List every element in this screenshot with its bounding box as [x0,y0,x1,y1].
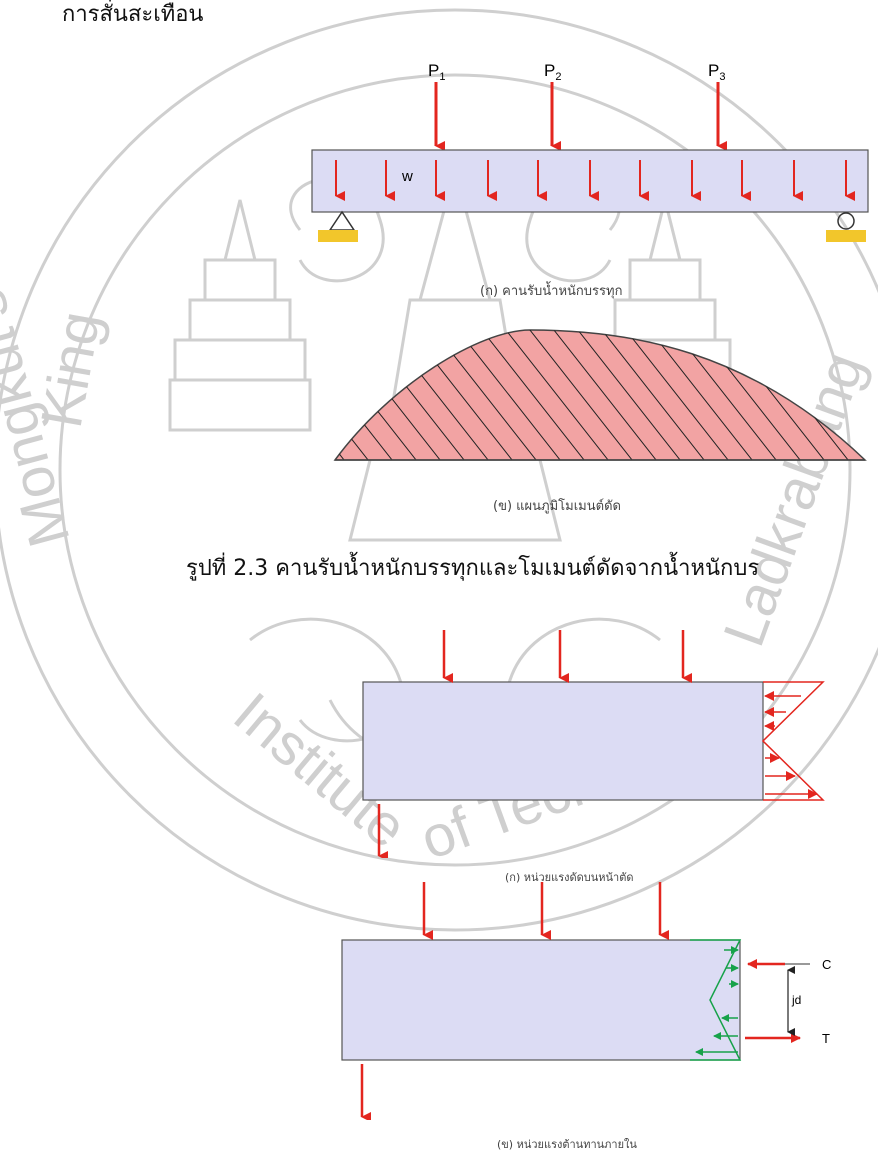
section-a-beam [362,681,764,801]
hatch-line [335,330,349,460]
beam-caption: (ก) คานรับน้ำหนักบรรทุก [480,284,623,299]
figure-caption: รูปที่ 2.3 คานรับน้ำหนักบรรทุกและโมเมนต์… [186,556,760,581]
moment-caption: (ข) แผนภูมิโมเมนต์ดัด [493,499,621,514]
load-label-p3: P3 [708,61,725,83]
roller-support [837,212,855,230]
support-base-right [826,230,866,242]
hatch-line [573,330,685,460]
hatch-line [501,330,613,460]
section-b-caption: (ข) หน่วยแรงต้านทานภายใน [497,1138,637,1151]
hatch-line [453,330,565,460]
load-label-p1: P1 [428,61,445,83]
distributed-load-label: w [401,168,413,185]
section-a-caption: (ก) หน่วยแรงดัดบนหน้าตัด [505,871,634,884]
load-label-p2: P2 [544,61,561,83]
section-b-diagram: C T jd [341,882,831,1120]
moment-area [333,329,867,461]
hatch-line [477,330,589,460]
section-a-diagram [362,630,825,858]
beam-diagram: P1 P2 P3 w [311,61,869,242]
label-t: T [822,1031,830,1046]
hatch-line [549,330,661,460]
label-jd: jd [791,993,801,1007]
hatch-line [861,330,865,460]
hatch-line [597,330,709,460]
moment-diagram [333,329,867,461]
label-c: C [822,957,831,972]
hatch-line [645,330,757,460]
hatch-line [525,330,637,460]
hatch-line [335,330,373,460]
top-text: การสั่นสะเทือน [62,2,204,27]
hatch-line [621,330,733,460]
pin-support [328,210,356,231]
section-b-beam [341,939,741,1061]
support-base-left [318,230,358,242]
